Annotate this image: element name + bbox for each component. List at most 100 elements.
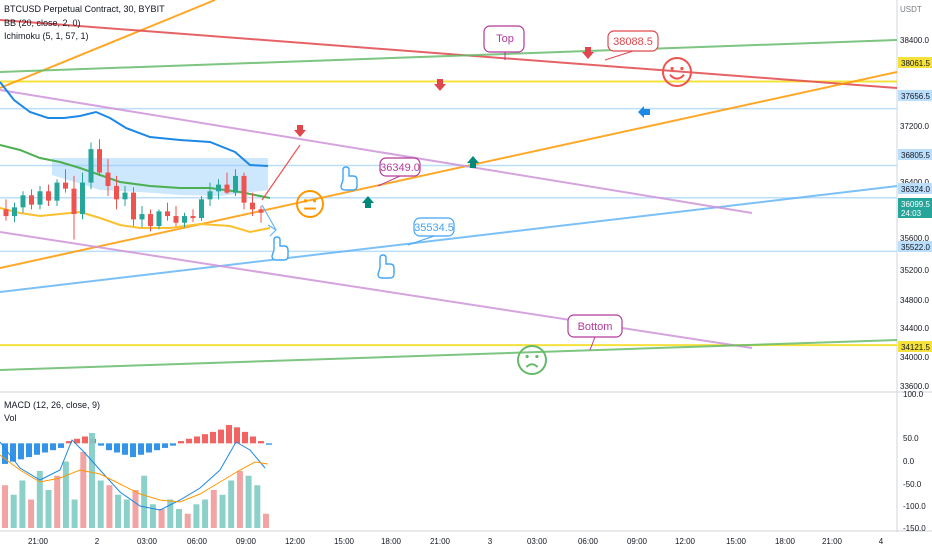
trend-line <box>0 19 898 89</box>
callout-box <box>607 30 659 52</box>
price-axis-tick-label: 37200.0 <box>900 122 929 131</box>
callout-box <box>379 157 421 177</box>
volume-bar <box>141 475 148 528</box>
price-badge <box>898 57 932 68</box>
price-badge-label: 36805.5 <box>901 151 930 160</box>
macd-histogram-bar <box>10 443 16 462</box>
callout-box <box>483 25 525 53</box>
callout-box <box>567 314 623 338</box>
projection-line <box>261 204 277 231</box>
face-eye <box>680 66 684 71</box>
time-axis-tick-label: 21:00 <box>430 537 451 546</box>
ichimoku-cloud <box>52 158 268 196</box>
callout-label: 35534.5 <box>414 222 454 234</box>
macd-histogram-bar <box>170 443 176 446</box>
price-axis-tick-label: 35600.0 <box>900 234 929 243</box>
price-badge <box>898 90 932 101</box>
bb-basis-line <box>0 144 271 199</box>
macd-histogram-bar <box>210 431 216 444</box>
candle-body <box>241 175 247 203</box>
macd-histogram-bar <box>98 443 104 446</box>
trend-line <box>0 339 898 371</box>
down-arrow-icon <box>294 125 306 137</box>
price-badge <box>898 198 932 218</box>
dizzy-face-icon <box>517 345 547 375</box>
macd-histogram-bar <box>162 443 168 448</box>
price-badge-label: 35522.0 <box>901 243 930 252</box>
price-badge <box>898 183 932 194</box>
time-axis-tick-label: 03:00 <box>137 537 158 546</box>
left-arrow-icon <box>638 106 650 118</box>
time-axis-tick-label: 21:00 <box>822 537 843 546</box>
macd-histogram-bar <box>266 443 272 445</box>
macd-histogram-bar <box>186 438 192 444</box>
volume-bar <box>80 452 87 528</box>
face-eye <box>670 66 674 71</box>
price-axis-tick-label: 34000.0 <box>900 353 929 362</box>
macd-axis-tick-label: -100.0 <box>903 502 926 511</box>
price-badge <box>898 149 932 160</box>
candle-body <box>46 191 51 201</box>
candle-body <box>20 195 26 208</box>
volume-bar <box>10 494 17 528</box>
volume-bar <box>97 480 104 528</box>
candle-body <box>148 214 153 227</box>
macd-histogram-bar <box>34 443 40 455</box>
macd-histogram-bar <box>50 443 56 451</box>
candle-body <box>233 175 238 193</box>
candle-body <box>3 209 9 217</box>
price-axis-tick-label: 35200.0 <box>900 266 929 275</box>
neutral-face-icon <box>296 190 324 218</box>
macd-axis-tick-label: 100.0 <box>903 390 924 399</box>
macd-signal-line <box>0 454 269 503</box>
macd-histogram-bar <box>26 443 32 458</box>
bb-upper-line <box>0 81 269 167</box>
volume-bar <box>19 480 26 528</box>
trend-line <box>0 185 898 293</box>
trend-line <box>0 89 753 214</box>
macd-histogram-bar <box>58 443 64 448</box>
volume-bar <box>106 485 113 528</box>
time-axis-tick-label: 12:00 <box>675 537 696 546</box>
price-axis-tick-label: 33600.0 <box>900 382 929 391</box>
volume-bar <box>202 499 209 528</box>
candle-body <box>29 195 34 205</box>
candle-body <box>173 216 179 223</box>
macd-axis-tick-label: -150.0 <box>903 524 926 533</box>
volume-bar <box>89 433 95 528</box>
projection-arrowhead <box>267 224 277 237</box>
macd-histogram-bar <box>154 443 160 451</box>
macd-axis-tick-label: 0.0 <box>903 457 915 466</box>
time-axis-tick-label: 2 <box>95 537 100 546</box>
candle-body <box>97 149 102 173</box>
candle-body <box>182 216 187 223</box>
macd-histogram-bar <box>226 425 232 444</box>
down-arrow-icon <box>582 47 594 59</box>
time-axis-tick-label: 15:00 <box>334 537 355 546</box>
macd-histogram-bar <box>18 443 24 460</box>
volume-bar <box>219 494 226 528</box>
legend-ichimoku: Ichimoku (5, 1, 57, 1) <box>4 31 89 41</box>
face-mouth <box>525 363 539 368</box>
volume-bar <box>236 471 243 528</box>
candle-body <box>54 182 60 201</box>
volume-bar <box>176 509 182 528</box>
up-arrow-icon <box>467 156 479 168</box>
time-axis-tick-label: 3 <box>488 537 493 546</box>
candle-body <box>190 216 196 219</box>
candle-body <box>12 207 17 217</box>
callout-pointer <box>589 336 596 351</box>
volume-bar <box>263 513 269 528</box>
price-axis-tick-label: 34800.0 <box>900 296 929 305</box>
callout-pointer <box>407 235 435 246</box>
time-axis-tick-label: 4 <box>879 537 884 546</box>
price-badge <box>898 341 932 352</box>
candle-body <box>224 184 230 193</box>
candle-body <box>88 149 94 183</box>
face-eye <box>525 354 529 359</box>
candle-body <box>207 191 213 200</box>
macd-histogram-bar <box>178 441 184 444</box>
macd-histogram-bar <box>194 436 200 444</box>
volume-bar <box>158 509 165 528</box>
